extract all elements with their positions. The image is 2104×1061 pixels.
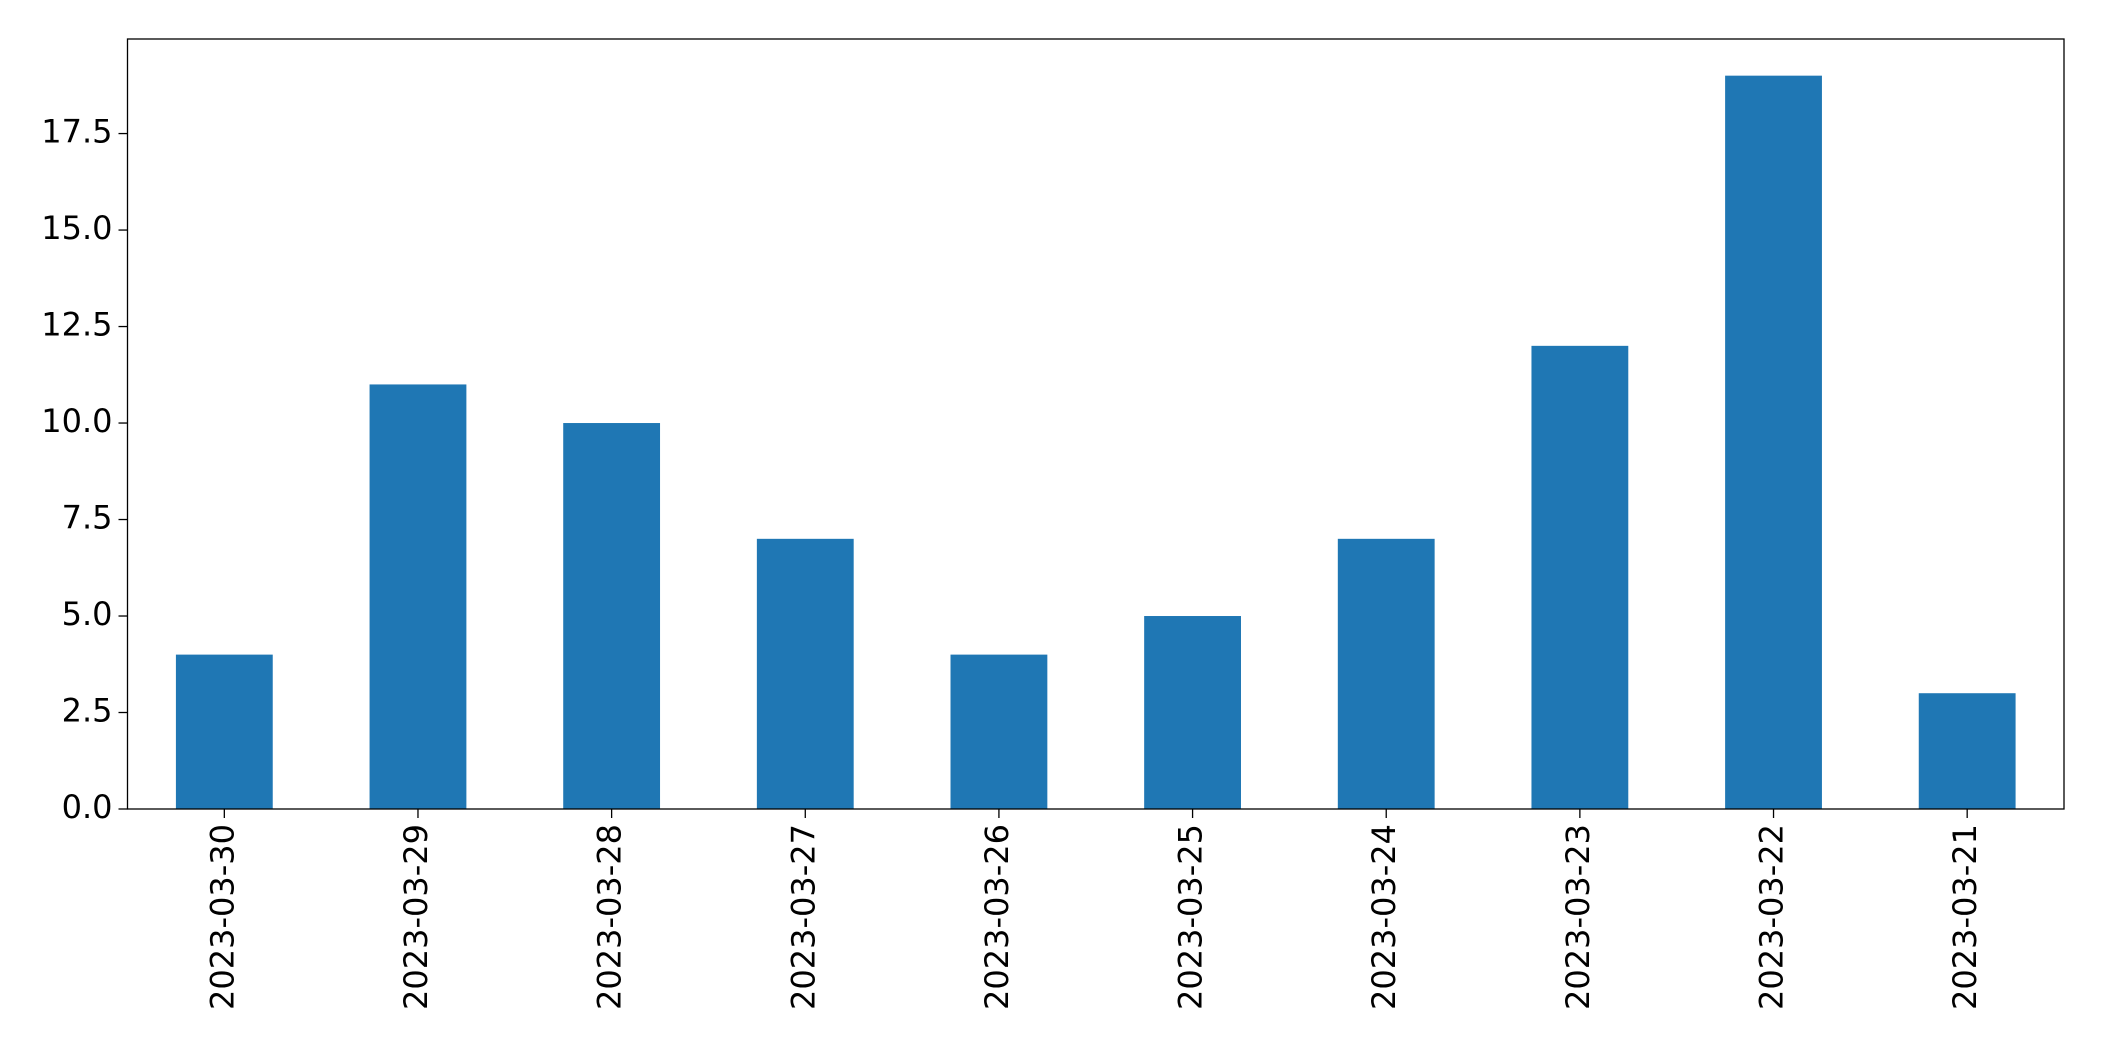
y-tick-label: 7.5 <box>62 499 113 537</box>
bar <box>1725 75 1822 809</box>
axes-frame <box>126 38 2065 810</box>
x-tick-label: 2023-03-25 <box>1172 824 1210 1010</box>
y-tick-label: 2.5 <box>62 692 113 730</box>
x-tick-label: 2023-03-23 <box>1559 824 1597 1010</box>
y-tick-label: 15.0 <box>41 209 112 247</box>
y-tick-label: 5.0 <box>62 595 113 633</box>
y-tick-label: 12.5 <box>41 306 112 344</box>
bar <box>1531 345 1629 809</box>
y-tick-label: 0.0 <box>62 788 113 826</box>
x-tick-label: 2023-03-22 <box>1753 824 1791 1010</box>
bar <box>1144 616 1241 809</box>
bar <box>369 384 467 809</box>
bar <box>563 423 661 809</box>
x-tick-label: 2023-03-30 <box>203 824 241 1010</box>
x-tick-label: 2023-03-29 <box>397 824 435 1010</box>
x-tick-label: 2023-03-28 <box>591 824 629 1010</box>
x-tick-label: 2023-03-26 <box>978 824 1016 1010</box>
bar <box>1337 538 1435 809</box>
x-tick-label: 2023-03-27 <box>784 824 822 1010</box>
bar <box>1918 693 2016 809</box>
bar <box>756 538 854 809</box>
bar <box>175 654 273 809</box>
bar <box>950 654 1048 809</box>
x-tick-label: 2023-03-21 <box>1946 824 1984 1010</box>
x-tick-label: 2023-03-24 <box>1365 824 1403 1010</box>
y-tick-label: 10.0 <box>41 402 112 440</box>
y-tick-label: 17.5 <box>41 113 112 151</box>
